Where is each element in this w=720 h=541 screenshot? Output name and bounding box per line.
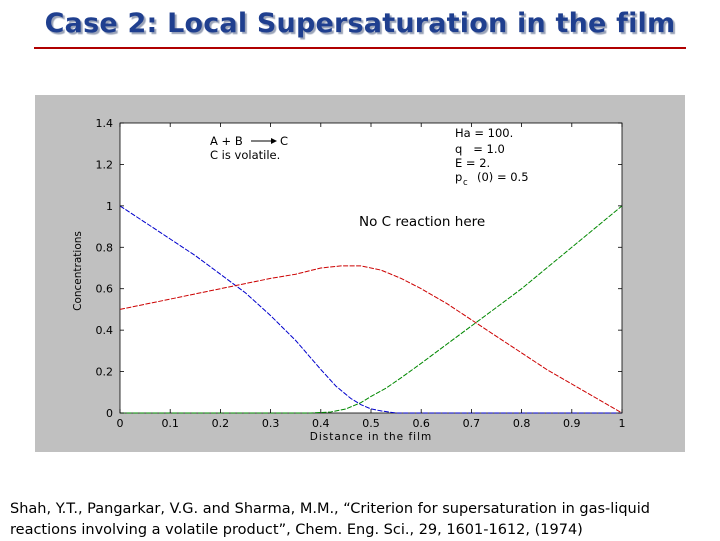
x-tick-label: 0.7	[463, 417, 481, 430]
param-pc-subscript: c	[463, 178, 468, 188]
param-ha: Ha = 100.	[455, 126, 513, 140]
x-tick-label: 0.8	[513, 417, 531, 430]
y-axis-label: Concentrations	[72, 231, 84, 311]
y-tick-label: 1	[106, 200, 113, 213]
y-tick-label: 0.4	[96, 324, 114, 337]
no-c-reaction-callout: No C reaction here	[359, 214, 485, 230]
y-tick-label: 0.2	[96, 366, 114, 379]
x-tick-label: 1	[619, 417, 626, 430]
param-q: q = 1.0	[455, 142, 505, 156]
reaction-arrow-icon	[251, 138, 277, 144]
reaction-label-left: A + B	[210, 134, 243, 148]
series-line-2	[120, 205, 623, 414]
x-tick-label: 0.5	[362, 417, 380, 430]
y-tick-label: 0.6	[96, 283, 114, 296]
y-tick-label: 0.8	[96, 241, 114, 254]
x-tick-label: 0.2	[212, 417, 230, 430]
param-pc-value: (0) = 0.5	[477, 170, 529, 184]
x-tick-label: 0.4	[312, 417, 330, 430]
x-tick-label: 0.1	[161, 417, 179, 430]
citation: Shah, Y.T., Pangarkar, V.G. and Sharma, …	[10, 501, 650, 538]
x-tick-label: 0.6	[412, 417, 430, 430]
x-axis-label: Distance in the film	[310, 431, 433, 443]
series-layer	[119, 205, 623, 414]
x-tick-label: 0.3	[262, 417, 280, 430]
slide-title: Case 2: Local Supersaturation in the fil…	[44, 8, 676, 39]
y-tick-label: 1.4	[96, 117, 114, 130]
ticks-layer: 0 0.1 0.2 0.3 0.4 0.5 0.6 0.7 0.8 0.9 1 0 0.2 0.4 0.6 0…	[96, 117, 626, 430]
y-tick-label: 1.2	[96, 158, 114, 171]
param-pc-main: p	[455, 170, 462, 184]
concentration-chart: 0 0.1 0.2 0.3 0.4 0.5 0.6 0.7 0.8 0.9 1 0 0.2 0.4 0.6 0…	[72, 117, 626, 443]
reaction-label-right: C	[280, 134, 288, 148]
reaction-label-volatile: C is volatile.	[210, 148, 280, 162]
param-e: E = 2.	[455, 156, 490, 170]
figure-panel: 0 0.1 0.2 0.3 0.4 0.5 0.6 0.7 0.8 0.9 1 0 0.2 0.4 0.6 0…	[35, 95, 685, 452]
y-tick-label: 0	[106, 407, 113, 420]
series-line-1	[119, 265, 623, 414]
title-underline	[34, 47, 686, 49]
x-tick-label: 0.9	[563, 417, 581, 430]
x-tick-label: 0	[117, 417, 124, 430]
series-line-0	[119, 205, 622, 414]
